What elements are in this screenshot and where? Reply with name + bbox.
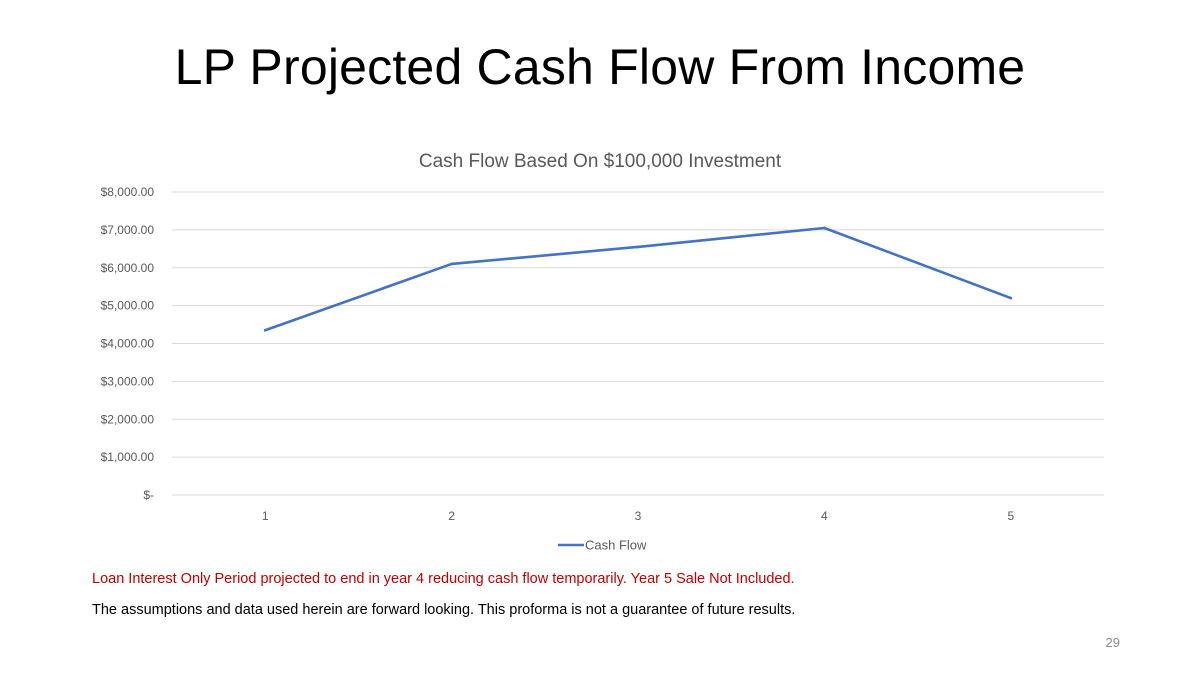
x-tick-label: 2 — [448, 509, 455, 523]
y-tick-label: $8,000.00 — [101, 185, 155, 199]
x-tick-label: 3 — [635, 509, 642, 523]
data-point — [823, 226, 826, 230]
y-tick-label: $6,000.00 — [101, 261, 155, 275]
y-tick-label: $5,000.00 — [101, 299, 155, 313]
cash-flow-chart: Cash Flow Based On $100,000 Investment $… — [101, 151, 1104, 553]
y-tick-label: $1,000.00 — [101, 450, 155, 464]
data-point — [450, 262, 453, 266]
y-axis-ticks: $- $1,000.00 $2,000.00 $3,000.00 $4,000.00 $5… — [101, 185, 155, 502]
y-tick-label: $- — [143, 488, 154, 502]
series-line-cash-flow — [263, 226, 1013, 332]
x-tick-label: 5 — [1007, 509, 1014, 523]
y-tick-label: $3,000.00 — [101, 374, 155, 388]
x-tick-label: 1 — [262, 509, 269, 523]
chart-title: Cash Flow Based On $100,000 Investment — [419, 151, 782, 172]
note-interest-only: Loan Interest Only Period projected to e… — [92, 571, 795, 587]
legend-label-cash-flow: Cash Flow — [585, 538, 647, 553]
series-layer — [263, 226, 1013, 332]
note-disclaimer: The assumptions and data used herein are… — [92, 602, 796, 618]
y-tick-label: $4,000.00 — [101, 337, 155, 351]
y-tick-label: $7,000.00 — [101, 223, 155, 237]
slide-title: LP Projected Cash Flow From Income — [174, 39, 1026, 95]
gridlines — [172, 191, 1104, 496]
y-tick-label: $2,000.00 — [101, 412, 155, 426]
legend: Cash Flow — [558, 538, 647, 553]
x-tick-label: 4 — [821, 509, 828, 523]
page-number: 29 — [1105, 635, 1120, 650]
data-point — [263, 328, 267, 332]
x-axis-ticks: 1 2 3 4 5 — [262, 509, 1015, 523]
data-point — [1009, 296, 1013, 300]
data-point — [636, 245, 640, 249]
